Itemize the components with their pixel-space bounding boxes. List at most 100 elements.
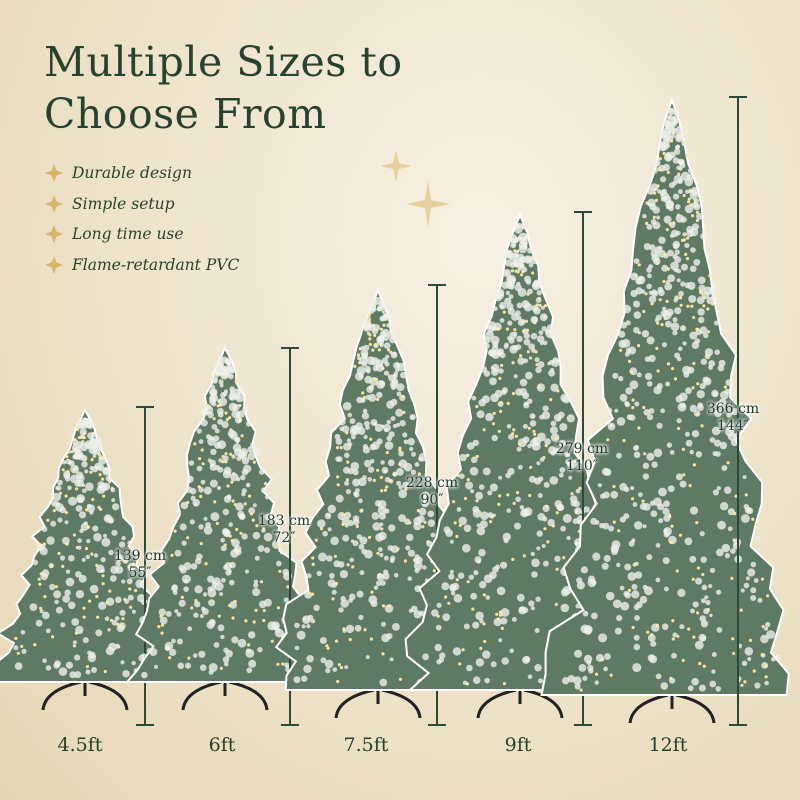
- tree-frost: [533, 307, 541, 315]
- tree-light: [554, 602, 558, 607]
- tree-frost: [704, 595, 709, 600]
- tree-frost: [66, 449, 71, 455]
- tree-frost: [550, 420, 557, 427]
- tree-light: [16, 651, 20, 655]
- tree-frost: [566, 414, 575, 423]
- tree-frost: [306, 573, 312, 579]
- tree-light: [96, 615, 100, 619]
- tree-frost: [165, 646, 170, 652]
- tree-frost: [87, 653, 97, 663]
- tree-frost: [506, 508, 512, 513]
- tree-frost: [218, 458, 223, 463]
- tree-frost: [196, 553, 203, 560]
- tree-frost: [517, 235, 523, 240]
- tree-frost: [336, 456, 343, 463]
- tree-frost: [261, 528, 266, 533]
- tree-frost: [253, 448, 261, 456]
- tree-frost: [654, 318, 659, 323]
- tree-frost: [258, 600, 267, 609]
- tree-light: [533, 432, 537, 436]
- tree-light: [483, 639, 487, 644]
- tree-light: [524, 319, 529, 323]
- tree-light: [678, 533, 683, 537]
- tree-light: [306, 591, 311, 596]
- tree-light: [760, 577, 765, 581]
- tree-light: [708, 274, 712, 278]
- tree-frost: [105, 475, 112, 482]
- tree-frost: [696, 213, 703, 220]
- tree-frost: [414, 462, 420, 467]
- tree-frost: [240, 474, 246, 481]
- tree-light: [311, 556, 315, 560]
- tree-frost: [58, 667, 68, 676]
- tree-frost: [50, 520, 57, 527]
- tree-frost: [542, 405, 549, 412]
- tree-light: [538, 385, 542, 389]
- tree-light: [376, 468, 380, 472]
- tree-frost: [422, 653, 429, 661]
- tree-frost: [578, 664, 587, 672]
- christmas-tree: [540, 97, 790, 724]
- tree-light: [398, 462, 402, 466]
- tree-frost: [153, 664, 159, 670]
- tree-light: [670, 524, 674, 528]
- tree-light: [90, 552, 94, 556]
- tree-light: [187, 656, 191, 660]
- tree-frost: [20, 630, 26, 635]
- tree-light: [499, 401, 504, 405]
- tree-frost: [549, 426, 558, 435]
- tree-light: [646, 630, 650, 634]
- tree-light: [482, 622, 486, 626]
- tree-frost: [679, 402, 686, 409]
- tree-frost: [663, 586, 669, 592]
- tree-frost: [674, 249, 680, 255]
- tree-frost: [411, 451, 416, 457]
- tree-frost: [390, 384, 397, 391]
- tree-light: [637, 263, 641, 267]
- tree-light: [612, 484, 616, 489]
- tree-frost: [400, 371, 407, 379]
- tree-frost: [714, 409, 722, 418]
- tree-frost: [629, 380, 639, 390]
- tree-frost: [230, 472, 239, 482]
- tree-light: [496, 617, 501, 621]
- tree-frost: [82, 488, 87, 494]
- tree-light: [198, 457, 202, 461]
- tree-frost: [677, 588, 686, 598]
- tree-frost: [384, 508, 390, 514]
- tree-frost: [632, 502, 638, 507]
- tree-light: [103, 669, 107, 674]
- tree-frost: [636, 372, 642, 378]
- tree-light: [629, 370, 634, 374]
- tree-light: [385, 485, 389, 489]
- four-point-star-icon: [45, 194, 63, 213]
- tree-frost: [386, 323, 391, 328]
- tree-frost: [650, 249, 659, 258]
- tree-frost: [131, 660, 136, 666]
- tree-light: [339, 446, 343, 450]
- tree-frost: [691, 189, 698, 196]
- tree-frost: [417, 515, 425, 523]
- tree-frost: [643, 409, 651, 416]
- tree-light: [669, 676, 673, 681]
- tree-light: [631, 497, 635, 501]
- tree-light: [496, 327, 500, 331]
- tree-light: [520, 273, 524, 277]
- tree-light: [662, 151, 666, 156]
- tree-frost: [700, 556, 707, 563]
- tree-frost: [365, 425, 370, 430]
- tree-frost: [520, 319, 526, 325]
- tree-light: [243, 502, 247, 506]
- tree-frost: [111, 498, 116, 503]
- tree-light: [382, 323, 386, 327]
- tree-frost: [414, 568, 420, 574]
- tree-light: [170, 553, 174, 558]
- tree-frost: [528, 475, 536, 483]
- tree-frost: [714, 320, 719, 326]
- tree-light: [374, 377, 378, 381]
- height-inches: 110″: [566, 458, 598, 474]
- tree-frost: [669, 233, 674, 238]
- tree-frost: [675, 144, 681, 150]
- tree-light: [356, 353, 361, 357]
- tree-frost: [257, 647, 263, 653]
